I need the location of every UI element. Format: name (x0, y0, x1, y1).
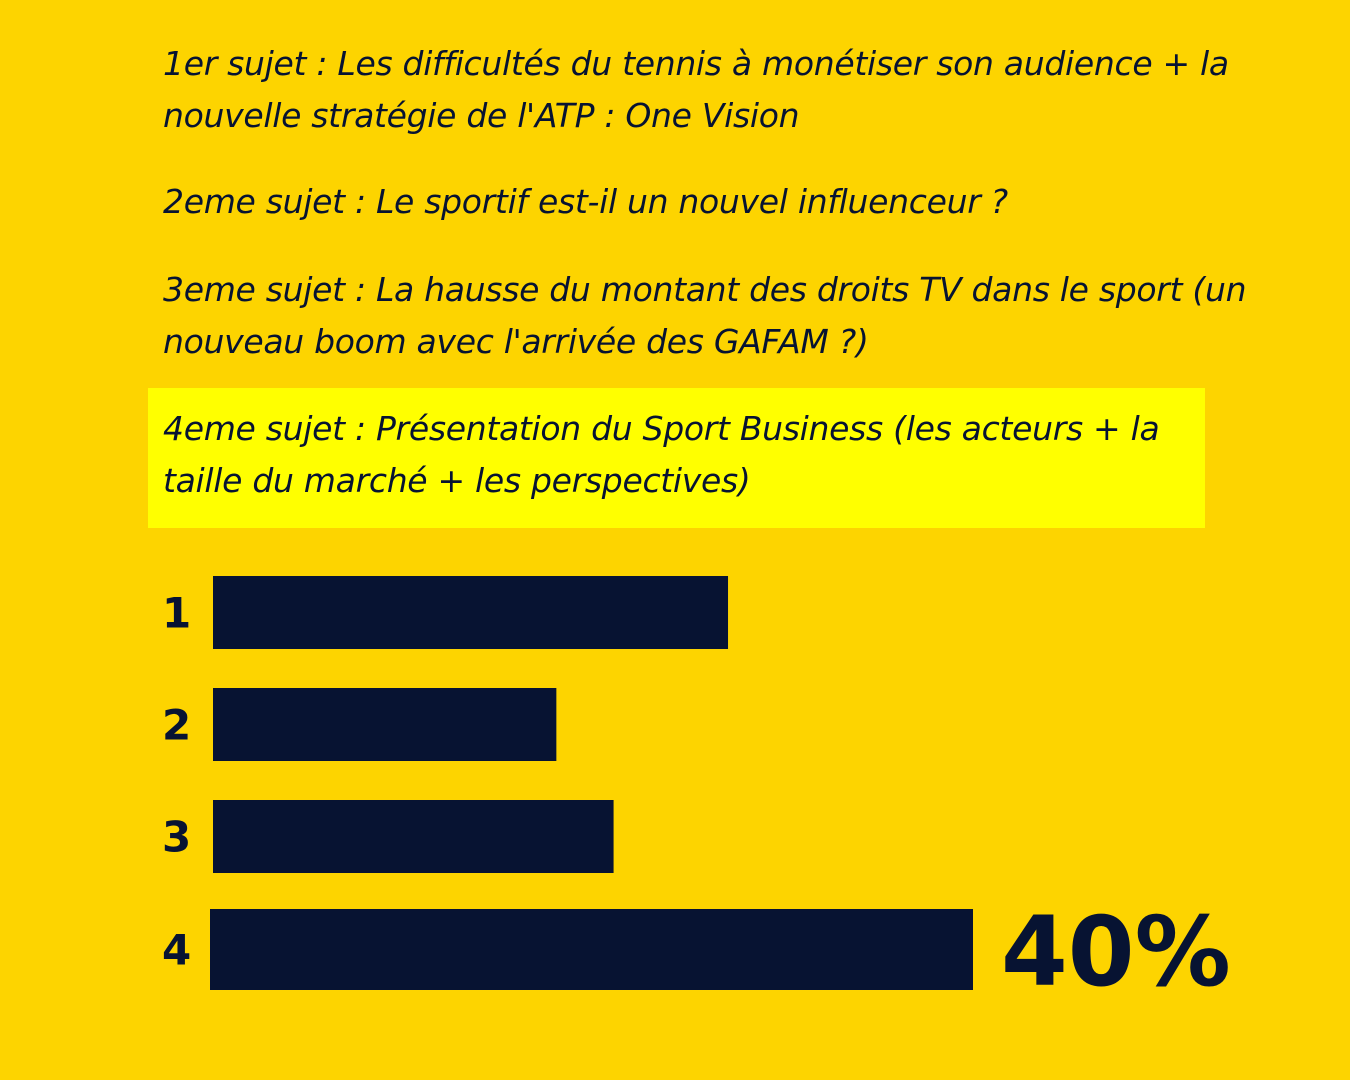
bar-1 (213, 576, 729, 649)
bar-2 (213, 688, 557, 761)
bar-3 (213, 800, 614, 873)
topic-3-text: 3eme sujet : La hausse du montant des dr… (163, 270, 1247, 361)
bar-category-label: 4 (162, 926, 191, 975)
topic-2-text: 2eme sujet : Le sportif est-il un nouvel… (163, 182, 1008, 221)
bar-category-label: 3 (162, 813, 191, 862)
topic-4-text: 4eme sujet : Présentation du Sport Busin… (163, 409, 1160, 500)
bar-4 (210, 909, 973, 990)
bar-category-label: 2 (162, 701, 191, 750)
highlighted-topic-background (148, 388, 1205, 528)
topic-1-text: 1er sujet : Les difficultés du tennis à … (163, 44, 1229, 135)
bar-category-label: 1 (162, 589, 191, 638)
bar-4-value-label: 40% (1001, 896, 1231, 1008)
